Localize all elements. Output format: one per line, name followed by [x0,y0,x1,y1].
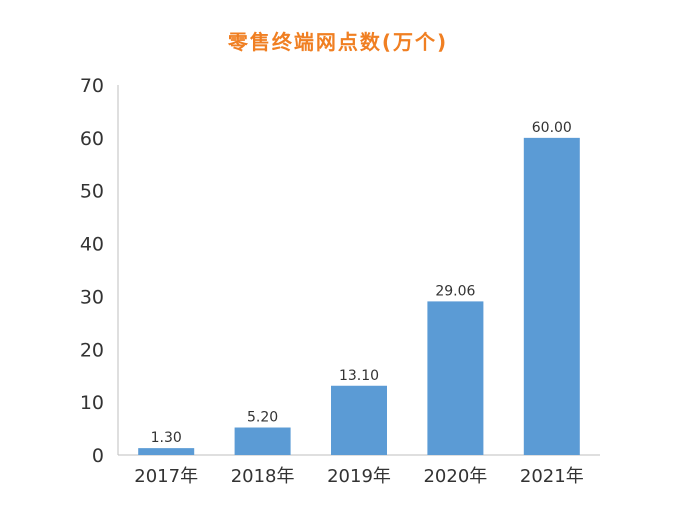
bar-value-label: 60.00 [532,120,572,136]
category-label: 2017年 [134,466,198,487]
bar [331,385,387,455]
y-tick-label: 30 [80,286,104,308]
category-label: 2021年 [520,466,584,487]
y-tick-label: 50 [80,181,104,203]
category-label: 2018年 [231,466,295,487]
bar-value-label: 1.30 [151,430,182,446]
bar [138,448,195,455]
y-tick-label: 10 [80,392,104,414]
bars [138,137,580,455]
category-label: 2020年 [423,466,487,487]
bar [234,427,291,455]
y-tick-label: 40 [80,234,104,256]
y-tick-labels: 0 10 20 30 40 50 60 70 [80,75,104,467]
y-tick-label: 0 [92,445,104,467]
y-tick-label: 20 [80,339,104,361]
y-tick-label: 60 [80,128,104,150]
category-labels: 2017年 2018年 2019年 2020年 2021年 [134,466,583,487]
data-labels: 1.30 5.20 13.10 29.06 60.00 [151,120,572,446]
bar-value-label: 5.20 [247,410,278,426]
bar-value-label: 13.10 [339,368,379,384]
chart-title: 零售终端网点数(万个) [227,30,449,54]
bar [427,301,484,455]
y-tick-label: 70 [80,75,104,97]
category-label: 2019年 [327,466,391,487]
bar [523,137,580,455]
bar-value-label: 29.06 [435,283,475,299]
